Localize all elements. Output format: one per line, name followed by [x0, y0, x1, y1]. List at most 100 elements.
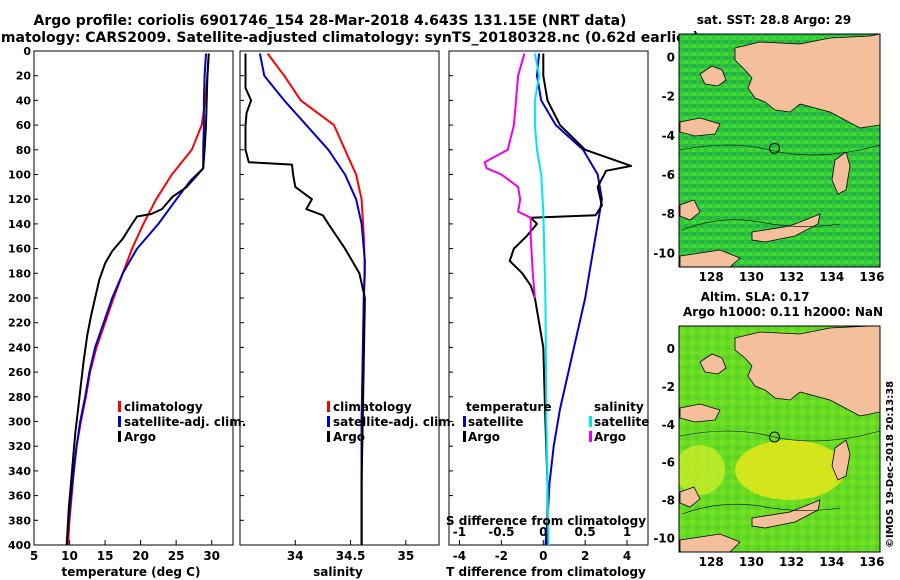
legend-swatch-salinity-argo — [589, 431, 592, 442]
x-tick-label: 2 — [581, 549, 589, 563]
y-tick-label: 180 — [8, 267, 31, 280]
temperature-legend: climatology satellite-adj. clim. Argo — [118, 400, 246, 444]
legend-swatch-climatology — [327, 401, 330, 412]
series-line-argo — [244, 53, 366, 545]
sla-map-frame — [678, 325, 881, 553]
legend-swatch-satellite — [327, 416, 330, 427]
legend-label-temperature-satellite: satellite — [468, 415, 523, 429]
y-tick-label: 160 — [8, 243, 31, 256]
y-tick-label: 0 — [23, 45, 31, 58]
y-tick-label: 140 — [8, 218, 31, 231]
x-tick-label: 20 — [132, 549, 149, 563]
map-x-tick-label: 134 — [819, 270, 844, 284]
difference-x2label: S difference from climatology — [446, 514, 646, 528]
map-x-tick-label: 136 — [859, 555, 884, 569]
y-tick-label: 400 — [8, 539, 31, 552]
sla-map — [678, 325, 881, 553]
argo-position-marker — [769, 142, 780, 154]
salinity-xlabel: salinity — [313, 565, 363, 579]
land-timor — [751, 499, 821, 529]
y-tick-label: 360 — [8, 490, 31, 503]
series-line-satellite-adj-clim- — [65, 53, 207, 546]
land-ceram — [679, 117, 721, 137]
y-tick-label: 200 — [8, 292, 31, 305]
land-timor — [751, 213, 821, 243]
y-tick-label: 240 — [8, 341, 31, 354]
legend-label-salinity-argo: Argo — [594, 430, 626, 444]
y-tick-label: 20 — [16, 70, 32, 83]
land-island-2 — [679, 199, 701, 221]
y-tick-label: 320 — [8, 440, 31, 453]
land-island-1 — [831, 439, 851, 481]
land-ceram — [679, 403, 721, 423]
series-line-argo — [65, 53, 210, 546]
map-y-tick-label: -2 — [662, 380, 675, 394]
series-line-salinity-satellite — [533, 53, 550, 546]
salinity-panel — [239, 50, 440, 546]
land-bird-head — [699, 65, 727, 87]
x-tick-label: -2 — [495, 549, 508, 563]
land-new-guinea — [734, 326, 880, 417]
x-tick-label: 4 — [623, 549, 631, 563]
legend-label-argo: Argo — [333, 430, 365, 444]
salinity-legend: climatology satellite-adj. clim. Argo — [327, 400, 455, 444]
land-south — [679, 249, 741, 267]
legend-swatch-temperature-argo — [463, 431, 466, 442]
legend-swatch-salinity-satellite — [589, 416, 592, 427]
y-tick-label: 40 — [16, 94, 32, 107]
header-line-1: Argo profile: coriolis 6901746_154 28-Ma… — [34, 13, 627, 29]
y-tick-label: 340 — [8, 465, 31, 478]
legend-heading-temperature: temperature — [466, 400, 551, 414]
x2-tick-label: 1 — [623, 525, 631, 539]
x-tick-label: 25 — [168, 549, 185, 563]
sla-high-anomaly — [735, 440, 845, 500]
land-new-guinea — [734, 34, 880, 129]
legend-label-satellite: satellite-adj. clim. — [333, 415, 455, 429]
legend-swatch-climatology — [118, 401, 121, 412]
land-south — [679, 533, 741, 552]
sla-map-title-2: Argo h1000: 0.11 h2000: NaN — [683, 305, 883, 319]
sla-map-title-1: Altim. SLA: 0.17 — [701, 290, 810, 304]
difference-panel — [448, 50, 649, 546]
legend-label-satellite: satellite-adj. clim. — [124, 415, 246, 429]
y-tick-label: 380 — [8, 514, 31, 527]
map-y-tick-label: -4 — [662, 418, 675, 432]
imos-watermark: ©IMOS 19-Dec-2018 20:13:38 — [885, 381, 896, 548]
series-line-satellite-adj-clim- — [258, 53, 366, 545]
map-y-tick-label: -10 — [653, 532, 675, 546]
map-y-tick-label: 0 — [667, 342, 675, 356]
map-y-tick-label: -8 — [662, 207, 675, 221]
legend-swatch-satellite — [118, 416, 121, 427]
series-line-salinity-argo — [483, 53, 536, 299]
x-tick-label: 5 — [30, 549, 38, 563]
temperature-xlabel: temperature (deg C) — [62, 565, 201, 579]
legend-label-argo: Argo — [124, 430, 156, 444]
x-tick-label: 10 — [61, 549, 78, 563]
series-line-temperature-satellite — [536, 53, 603, 546]
x2-tick-label: -1 — [453, 525, 466, 539]
map-x-tick-label: 130 — [739, 270, 764, 284]
map-x-tick-label: 134 — [819, 555, 844, 569]
legend-label-climatology: climatology — [124, 400, 203, 414]
header-line-2: Climatology: CARS2009. Satellite-adjuste… — [0, 30, 699, 46]
legend-swatch-temperature-satellite — [463, 416, 466, 427]
legend-swatch-argo — [327, 431, 330, 442]
map-y-tick-label: -4 — [662, 129, 675, 143]
y-tick-label: 60 — [16, 119, 32, 132]
y-tick-label: 260 — [8, 366, 31, 379]
difference-xlabel: T difference from climatology — [446, 565, 646, 579]
map-y-tick-label: -2 — [662, 90, 675, 104]
x-tick-label: -4 — [453, 549, 466, 563]
y-tick-label: 280 — [8, 391, 31, 404]
sst-map — [678, 33, 881, 268]
map-x-tick-label: 132 — [779, 555, 804, 569]
x2-tick-label: -0.5 — [488, 525, 514, 539]
y-tick-label: 120 — [8, 193, 31, 206]
argo-position-marker — [769, 431, 780, 443]
sla-high-anomaly — [679, 445, 725, 495]
x-tick-label: 34.5 — [336, 549, 366, 563]
x-tick-label: 34 — [287, 549, 304, 563]
legend-label-temperature-argo: Argo — [468, 430, 500, 444]
map-x-tick-label: 136 — [859, 270, 884, 284]
